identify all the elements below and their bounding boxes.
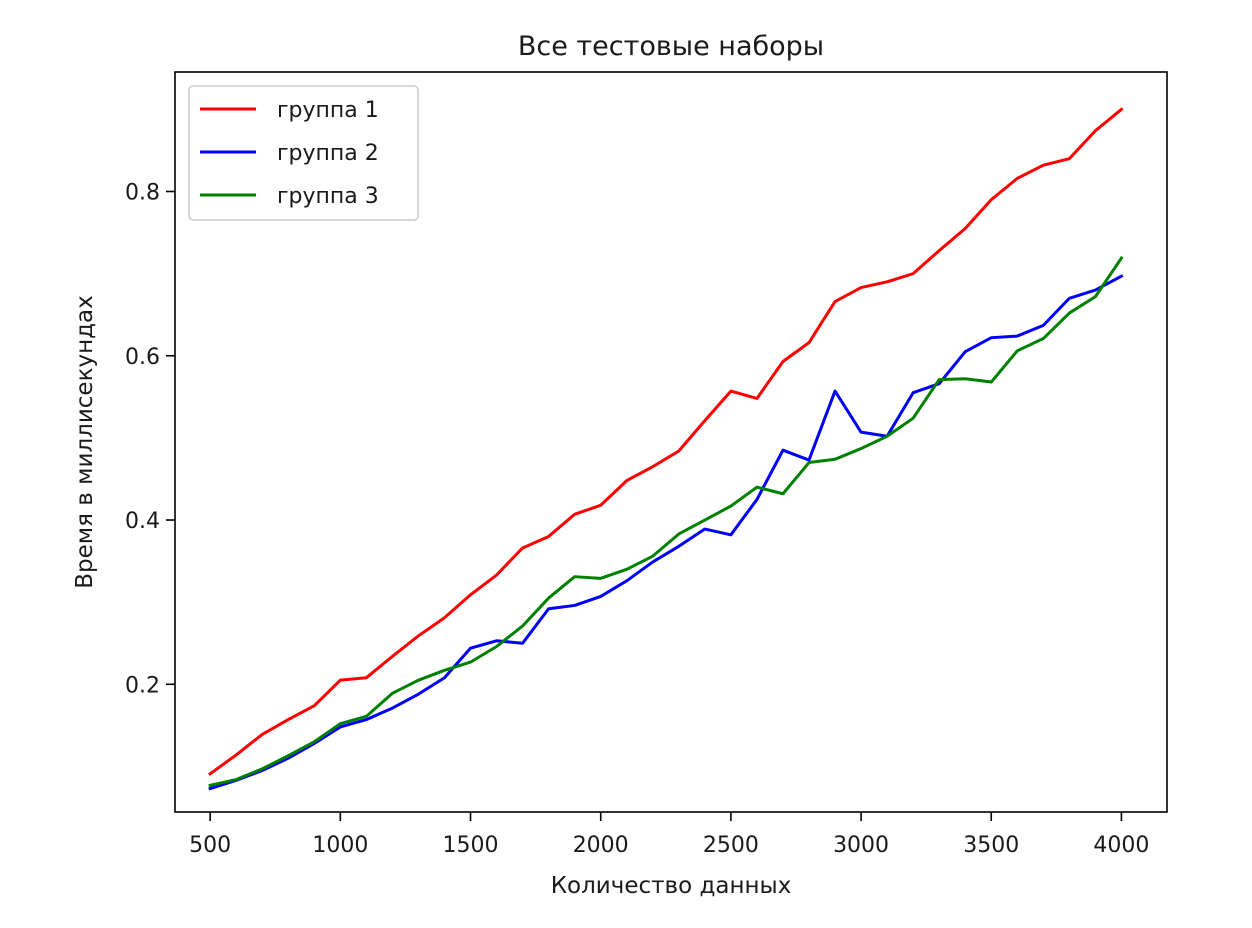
x-tick-label: 2500 [703, 833, 759, 858]
series-line-2 [208, 274, 1124, 791]
legend-label-2: группа 2 [277, 141, 379, 166]
y-tick-label: 0.2 [125, 673, 160, 698]
x-tick-label: 1500 [443, 833, 499, 858]
y-axis-ticks: 0.2 0.4 0.6 0.8 [125, 181, 175, 698]
x-tick-label: 2000 [573, 833, 629, 858]
legend-label-1: группа 1 [277, 98, 379, 123]
x-tick-label: 3000 [833, 833, 889, 858]
series-line-1 [208, 107, 1124, 776]
x-tick-label: 1000 [312, 833, 368, 858]
x-tick-label: 4000 [1093, 833, 1149, 858]
series-line-3 [208, 255, 1124, 788]
y-tick-label: 0.8 [125, 181, 160, 206]
y-axis-title: Время в миллисекундах [72, 295, 98, 589]
legend-label-3: группа 3 [277, 184, 379, 209]
y-tick-label: 0.4 [125, 509, 160, 534]
plot-frame [174, 71, 1168, 813]
x-tick-label: 500 [189, 833, 231, 858]
x-axis-title: Количество данных [551, 873, 792, 899]
chart-title: Все тестовые наборы [518, 31, 824, 62]
series-lines [208, 107, 1124, 791]
x-axis-ticks: 500 1000 1500 2000 2500 3000 3500 4000 [189, 812, 1149, 858]
legend-box [188, 85, 419, 221]
legend: группа 1 группа 2 группа 3 [188, 85, 419, 221]
y-tick-label: 0.6 [125, 345, 160, 370]
x-tick-label: 3500 [963, 833, 1019, 858]
